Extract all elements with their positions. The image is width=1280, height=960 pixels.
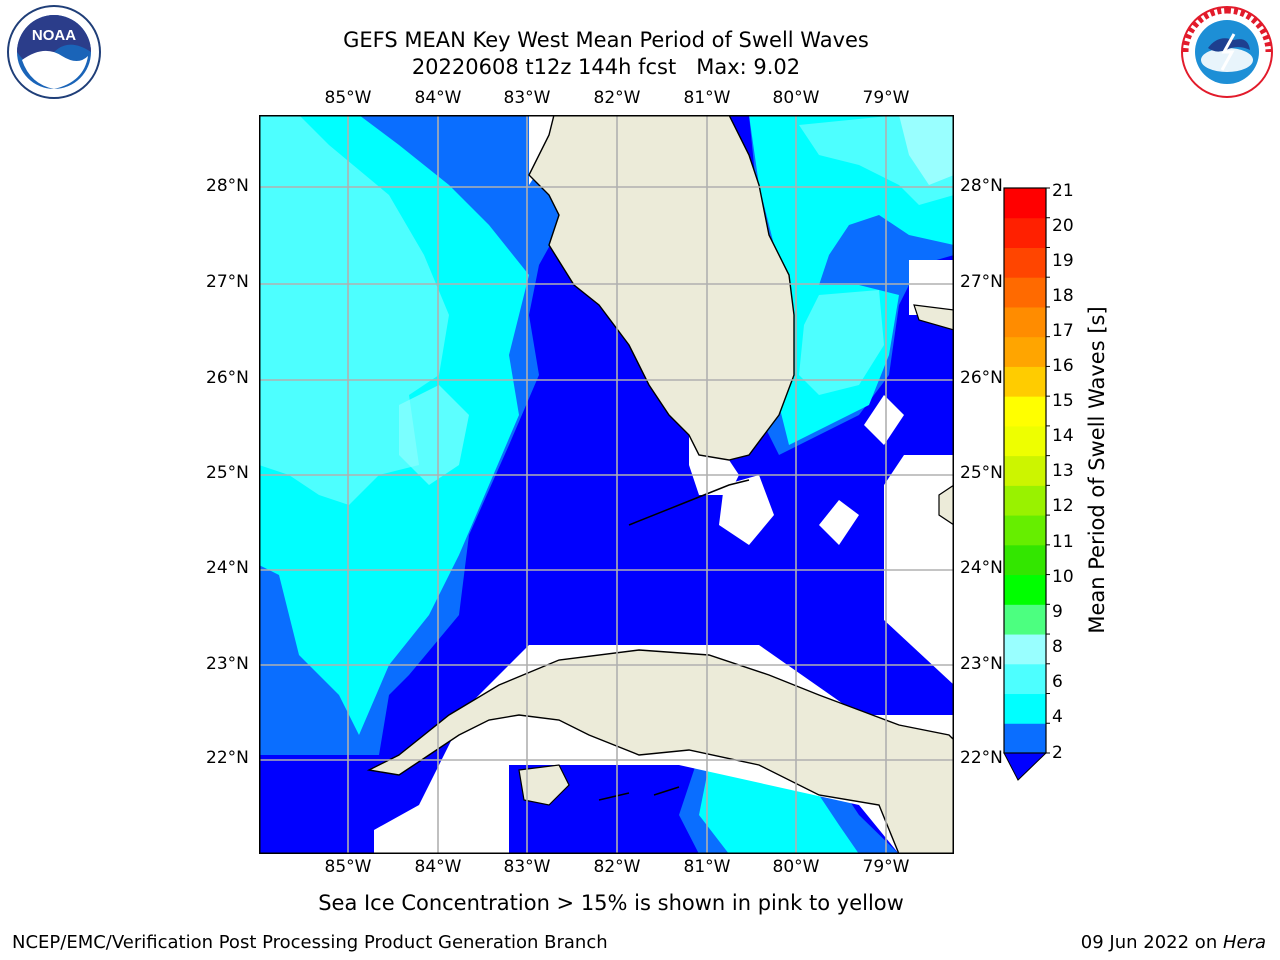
colorbar-tick: 6 bbox=[1052, 672, 1063, 692]
colorbar-segment bbox=[1004, 515, 1046, 546]
colorbar-segment bbox=[1004, 723, 1046, 754]
colorbar-tick: 11 bbox=[1052, 532, 1074, 552]
lon-label-top: 83°W bbox=[503, 88, 551, 108]
colorbar-extend-arrow bbox=[1003, 752, 1048, 781]
missing-area bbox=[909, 260, 954, 315]
colorbar-tick: 17 bbox=[1052, 321, 1074, 341]
lat-label-left: 27°N bbox=[206, 272, 249, 292]
footer-credit: NCEP/EMC/Verification Post Processing Pr… bbox=[12, 932, 608, 953]
lat-label-left: 24°N bbox=[206, 558, 249, 578]
lat-label-left: 26°N bbox=[206, 368, 249, 388]
colorbar-frame bbox=[1003, 187, 1047, 754]
footer-date: 09 Jun 2022 on Hera bbox=[1081, 932, 1266, 953]
cuba-land bbox=[366, 649, 954, 854]
lat-label-right: 23°N bbox=[960, 654, 1003, 674]
colorbar bbox=[1003, 187, 1050, 781]
lon-label-bottom: 84°W bbox=[414, 857, 462, 877]
noaa-logo: NOAA bbox=[7, 5, 101, 99]
lon-label-bottom: 85°W bbox=[324, 857, 372, 877]
colorbar-segment bbox=[1004, 306, 1046, 338]
lat-label-right: 22°N bbox=[960, 748, 1003, 768]
lat-label-right: 24°N bbox=[960, 558, 1003, 578]
colorbar-tick: 16 bbox=[1052, 356, 1074, 376]
lon-label-bottom: 81°W bbox=[683, 857, 731, 877]
colorbar-segment bbox=[1004, 604, 1046, 635]
map-subtitle-run: 20220608 t12z 144h fcst Max: 9.02 bbox=[411, 55, 801, 79]
lat-label-left: 23°N bbox=[206, 654, 249, 674]
lon-label-top: 80°W bbox=[772, 88, 820, 108]
missing-area bbox=[864, 395, 904, 445]
missing-area bbox=[819, 500, 859, 545]
footer-host: Hera bbox=[1222, 932, 1266, 953]
colorbar-segment bbox=[1004, 366, 1046, 397]
lat-label-right: 28°N bbox=[960, 176, 1003, 196]
lon-label-bottom: 80°W bbox=[772, 857, 820, 877]
noaa-logo-text: NOAA bbox=[32, 27, 76, 44]
colorbar-label: Mean Period of Swell Waves [s] bbox=[1085, 306, 1109, 634]
missing-area bbox=[719, 475, 774, 545]
lon-label-top: 85°W bbox=[324, 88, 372, 108]
band-6-7-south bbox=[699, 765, 859, 854]
colorbar-segment bbox=[1004, 574, 1046, 605]
bahamas-land bbox=[913, 304, 954, 331]
lon-label-top: 81°W bbox=[683, 88, 731, 108]
colorbar-segment bbox=[1004, 396, 1046, 427]
band-8-9-east bbox=[899, 115, 954, 185]
colorbar-tick: 12 bbox=[1052, 496, 1074, 516]
colorbar-tick: 10 bbox=[1052, 567, 1074, 587]
lat-label-left: 28°N bbox=[206, 176, 249, 196]
band-8-9-west bbox=[399, 385, 469, 485]
nws-logo bbox=[1181, 6, 1273, 98]
colorbar-segment bbox=[1004, 217, 1046, 248]
lon-label-top: 79°W bbox=[862, 88, 910, 108]
lat-label-left: 25°N bbox=[206, 463, 249, 483]
colorbar-segment bbox=[1004, 693, 1046, 724]
colorbar-segment bbox=[1004, 544, 1046, 576]
lat-label-right: 26°N bbox=[960, 368, 1003, 388]
colorbar-tick: 19 bbox=[1052, 251, 1074, 271]
colorbar-segment bbox=[1004, 247, 1046, 278]
isla-juventud-land bbox=[518, 764, 570, 806]
colorbar-tick: 14 bbox=[1052, 426, 1074, 446]
colorbar-segment bbox=[1004, 663, 1046, 695]
bahamas-land bbox=[938, 484, 954, 526]
colorbar-tick: 4 bbox=[1052, 707, 1063, 727]
colorbar-tick: 13 bbox=[1052, 461, 1074, 481]
colorbar-segment bbox=[1004, 634, 1046, 665]
colorbar-tick: 21 bbox=[1052, 181, 1074, 201]
colorbar-tick: 9 bbox=[1052, 602, 1063, 622]
lat-label-right: 25°N bbox=[960, 463, 1003, 483]
cays bbox=[598, 786, 680, 801]
colorbar-segment bbox=[1004, 455, 1046, 486]
map-frame bbox=[259, 115, 954, 854]
florida-land bbox=[528, 115, 795, 461]
lon-label-bottom: 82°W bbox=[593, 857, 641, 877]
footer-date-text: 09 Jun 2022 on bbox=[1080, 932, 1223, 953]
florida-keys bbox=[628, 479, 750, 526]
lon-label-top: 82°W bbox=[593, 88, 641, 108]
colorbar-segment bbox=[1004, 277, 1046, 308]
colorbar-tick: 18 bbox=[1052, 286, 1074, 306]
map-title: GEFS MEAN Key West Mean Period of Swell … bbox=[343, 28, 869, 52]
lon-label-bottom: 79°W bbox=[862, 857, 910, 877]
graticule bbox=[259, 115, 954, 854]
colorbar-segment bbox=[1004, 485, 1046, 516]
lon-label-top: 84°W bbox=[414, 88, 462, 108]
colorbar-segment bbox=[1004, 188, 1046, 219]
colorbar-segment bbox=[1004, 425, 1046, 457]
colorbar-tick: 15 bbox=[1052, 391, 1074, 411]
colorbar-tick: 8 bbox=[1052, 637, 1063, 657]
colorbar-segment bbox=[1004, 336, 1046, 367]
sea-ice-note: Sea Ice Concentration > 15% is shown in … bbox=[318, 891, 904, 915]
map-area bbox=[259, 115, 954, 854]
colorbar-tick: 20 bbox=[1052, 216, 1074, 236]
lon-label-bottom: 83°W bbox=[503, 857, 551, 877]
colorbar-tick: 2 bbox=[1052, 743, 1063, 763]
lat-label-left: 22°N bbox=[206, 748, 249, 768]
lat-label-right: 27°N bbox=[960, 272, 1003, 292]
band-7-8-east bbox=[799, 115, 954, 395]
